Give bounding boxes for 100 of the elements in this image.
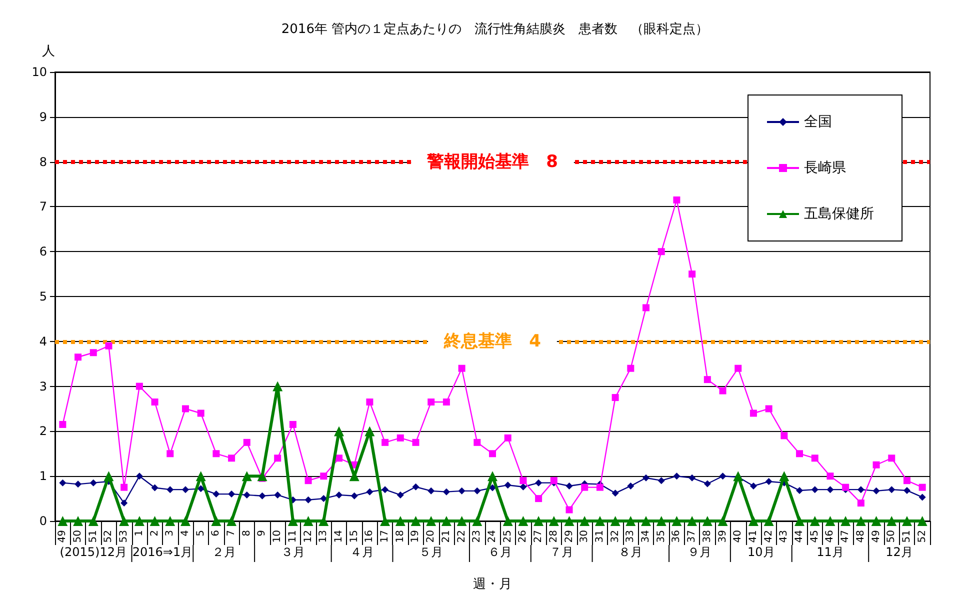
point [872, 487, 880, 494]
x-tick-label: 52 [103, 530, 114, 543]
point [704, 376, 711, 384]
x-tick-label: 1 [134, 530, 145, 536]
point [395, 516, 406, 526]
point [458, 487, 466, 494]
point [826, 472, 834, 480]
y-tick-label: 2 [39, 424, 47, 438]
x-tick-label: 51 [901, 530, 912, 543]
point [672, 516, 682, 526]
point [380, 516, 390, 526]
x-tick-label: 52 [916, 530, 928, 543]
point [673, 196, 680, 204]
point [811, 486, 818, 494]
x-tick-label: 18 [394, 530, 406, 543]
point [888, 454, 896, 462]
point [734, 364, 742, 372]
point [626, 516, 636, 526]
point [750, 482, 757, 490]
x-tick-label: 53 [118, 530, 130, 543]
x-tick-label: 51 [88, 530, 99, 543]
x-tick-label: 30 [579, 530, 590, 543]
text: 2016⇒1月 [132, 545, 193, 559]
point [502, 516, 513, 526]
point [410, 516, 421, 526]
x-tick-label: 3 [164, 530, 176, 536]
x-tick-label: 20 [426, 530, 437, 543]
text: ６月 [488, 545, 512, 559]
x-tick-label: 24 [487, 530, 498, 543]
point [226, 516, 237, 526]
x-tick-label: 49 [870, 530, 882, 543]
ref-line-label: 終息基準 4 [443, 331, 542, 352]
point [886, 516, 897, 526]
point [304, 496, 312, 504]
y-tick-label: 0 [39, 514, 47, 528]
x-tick-label: 48 [855, 530, 866, 543]
point [520, 483, 527, 490]
point [120, 500, 128, 507]
point [182, 405, 189, 412]
text: 12月 [886, 545, 913, 559]
point [364, 426, 375, 436]
point [228, 454, 236, 462]
point [396, 434, 404, 442]
point [382, 486, 389, 494]
point [750, 410, 757, 417]
point [182, 486, 189, 494]
point [197, 410, 204, 417]
x-tick-label: 37 [686, 530, 698, 543]
point [612, 394, 619, 402]
point [779, 471, 790, 482]
point [90, 349, 97, 356]
x-tick-label: 5 [195, 530, 206, 536]
x-tick-label: 8 [241, 530, 252, 536]
point [796, 450, 804, 458]
x-tick-label: 11 [287, 530, 298, 543]
text: ７月 [550, 545, 574, 559]
point [428, 398, 435, 406]
point [272, 381, 283, 392]
x-tick-label: 44 [794, 530, 806, 543]
point [658, 477, 665, 484]
point [535, 479, 542, 486]
point [826, 486, 834, 494]
point [320, 472, 328, 480]
point [719, 387, 726, 394]
point [566, 506, 573, 514]
x-tick-label: 50 [886, 530, 898, 543]
point [474, 438, 481, 446]
point [642, 474, 650, 482]
point [151, 398, 158, 406]
point [548, 516, 559, 526]
point [811, 454, 818, 462]
point [211, 516, 222, 526]
point [119, 516, 130, 526]
point [134, 516, 144, 526]
legend-label: 五島保健所 [804, 206, 874, 222]
point [627, 482, 634, 490]
point [426, 516, 436, 526]
point [658, 248, 665, 256]
x-tick-label: 31 [594, 530, 606, 543]
point [136, 472, 143, 480]
legend-label: 全国 [804, 114, 832, 130]
point [504, 434, 512, 442]
point [136, 382, 143, 390]
point [704, 480, 711, 488]
point [228, 490, 236, 498]
x-tick-label: 17 [380, 530, 391, 543]
point [59, 420, 66, 428]
point [350, 492, 358, 500]
point [718, 516, 728, 526]
point [857, 486, 864, 494]
point [702, 516, 712, 526]
point [733, 471, 744, 482]
point [243, 491, 250, 498]
point [166, 450, 174, 458]
point [780, 432, 788, 440]
point [335, 454, 342, 462]
y-tick-label: 10 [32, 65, 47, 79]
x-tick-label: 26 [518, 530, 529, 543]
x-tick-label: 29 [564, 530, 575, 543]
point [842, 484, 850, 491]
